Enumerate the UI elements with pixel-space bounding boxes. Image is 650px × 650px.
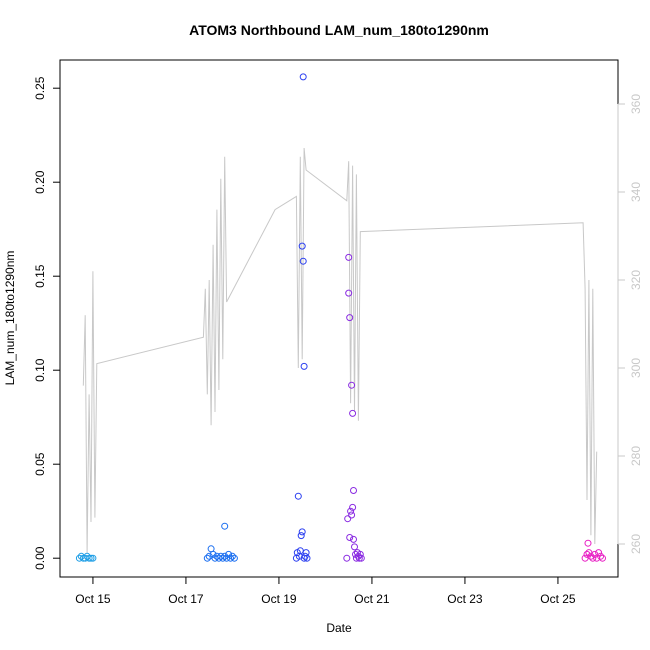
data-point bbox=[345, 253, 353, 261]
x-tick-label: Oct 21 bbox=[354, 592, 390, 606]
x-tick-label: Oct 19 bbox=[261, 592, 297, 606]
data-point bbox=[87, 554, 95, 562]
data-point bbox=[345, 289, 353, 297]
data-point bbox=[225, 550, 233, 558]
x-axis-label: Date bbox=[326, 621, 352, 635]
data-point bbox=[298, 242, 306, 250]
data-point bbox=[203, 554, 211, 562]
y2-tick-label: 320 bbox=[629, 270, 643, 290]
x-axis-ticks: Oct 15 Oct 17 Oct 19 Oct 21 Oct 23 Oct 25 bbox=[75, 577, 576, 606]
data-point bbox=[595, 549, 603, 557]
data-point bbox=[349, 503, 357, 511]
data-point bbox=[230, 554, 238, 562]
data-point bbox=[303, 554, 311, 562]
line-series bbox=[82, 147, 598, 553]
data-point bbox=[344, 515, 352, 523]
data-point bbox=[299, 257, 307, 265]
data-point bbox=[351, 543, 358, 551]
data-point bbox=[589, 554, 597, 562]
x-tick-label: Oct 15 bbox=[75, 592, 111, 606]
data-point bbox=[300, 362, 308, 370]
data-point bbox=[355, 554, 363, 562]
y-tick-label: 0.05 bbox=[33, 452, 47, 476]
data-point bbox=[85, 554, 93, 562]
y2-axis-ticks: 260 280 300 320 340 360 bbox=[618, 94, 643, 554]
data-point bbox=[221, 522, 229, 530]
y-tick-label: 0.25 bbox=[33, 76, 47, 100]
data-point bbox=[356, 550, 364, 558]
x-tick-label: Oct 23 bbox=[447, 592, 483, 606]
y-tick-label: 0.15 bbox=[33, 264, 47, 288]
data-point bbox=[599, 554, 606, 562]
line-series-segment bbox=[82, 147, 598, 553]
y2-tick-label: 300 bbox=[629, 358, 643, 378]
y-tick-label: 0.10 bbox=[33, 358, 47, 382]
data-point bbox=[350, 535, 357, 543]
data-point bbox=[348, 381, 356, 389]
data-point bbox=[294, 492, 302, 500]
y2-tick-label: 340 bbox=[629, 182, 643, 202]
x-tick-label: Oct 17 bbox=[168, 592, 204, 606]
data-point bbox=[297, 532, 305, 540]
data-point bbox=[89, 554, 97, 562]
scatter-series bbox=[75, 73, 606, 562]
y2-tick-label: 260 bbox=[629, 534, 643, 554]
data-point bbox=[301, 552, 309, 560]
data-point bbox=[343, 554, 351, 562]
chart-title: ATOM3 Northbound LAM_num_180to1290nm bbox=[189, 22, 489, 38]
data-point bbox=[347, 507, 355, 515]
data-point bbox=[228, 552, 236, 560]
data-point bbox=[299, 73, 307, 81]
data-point bbox=[597, 552, 605, 560]
data-point bbox=[357, 554, 365, 562]
data-point bbox=[346, 314, 354, 322]
data-point bbox=[219, 554, 227, 562]
data-point bbox=[209, 550, 217, 558]
y-axis-ticks: 0.00 0.05 0.10 0.15 0.20 0.25 bbox=[33, 76, 60, 570]
y-tick-label: 0.20 bbox=[33, 170, 47, 194]
data-point bbox=[298, 528, 306, 536]
y2-tick-label: 280 bbox=[629, 446, 643, 466]
data-point bbox=[349, 409, 357, 417]
data-point bbox=[346, 534, 354, 541]
data-point bbox=[583, 550, 591, 558]
data-point bbox=[350, 487, 357, 494]
y2-tick-label: 360 bbox=[629, 94, 643, 114]
data-point bbox=[227, 554, 234, 562]
x-tick-label: Oct 25 bbox=[540, 592, 576, 606]
y-axis-label: LAM_num_180to1290nm bbox=[3, 251, 17, 386]
data-point bbox=[584, 539, 592, 547]
data-point bbox=[348, 511, 356, 519]
y-tick-label: 0.00 bbox=[33, 546, 47, 570]
